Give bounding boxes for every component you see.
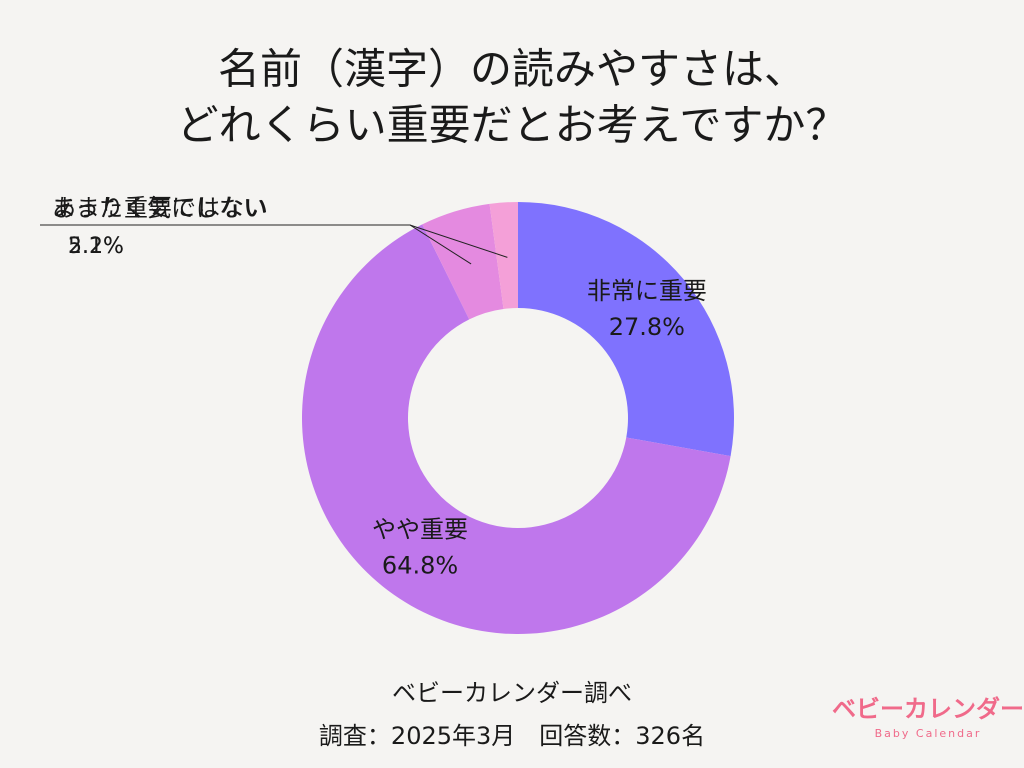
slice: [489, 202, 518, 309]
leader-line: [40, 224, 508, 258]
logo-subtext: Baby Calendar: [875, 727, 982, 740]
slice: [302, 224, 731, 635]
chart-title: どれくらい重要だとお考えですか？: [177, 101, 848, 150]
value-label: 27.8%: [609, 313, 685, 341]
slice-label: 非常に重要: [587, 277, 707, 305]
slice-label: あまり重要ではない: [52, 194, 268, 222]
slice-label: やや重要: [372, 515, 468, 543]
value-label: 5.2%: [68, 234, 124, 259]
logo: ベビーカレンダー: [832, 695, 1024, 723]
chart-title: 名前（漢字）の読みやすさは、: [218, 45, 806, 94]
note: 調査：2025年3月 回答数：326名: [319, 722, 705, 750]
slice: [518, 202, 734, 457]
slice: [422, 203, 504, 320]
source: ベビーカレンダー調べ: [392, 679, 632, 707]
value-label: 2.1%: [68, 234, 124, 259]
slice-label: まったく気にしない: [52, 194, 267, 222]
value-label: 64.8%: [382, 551, 458, 579]
